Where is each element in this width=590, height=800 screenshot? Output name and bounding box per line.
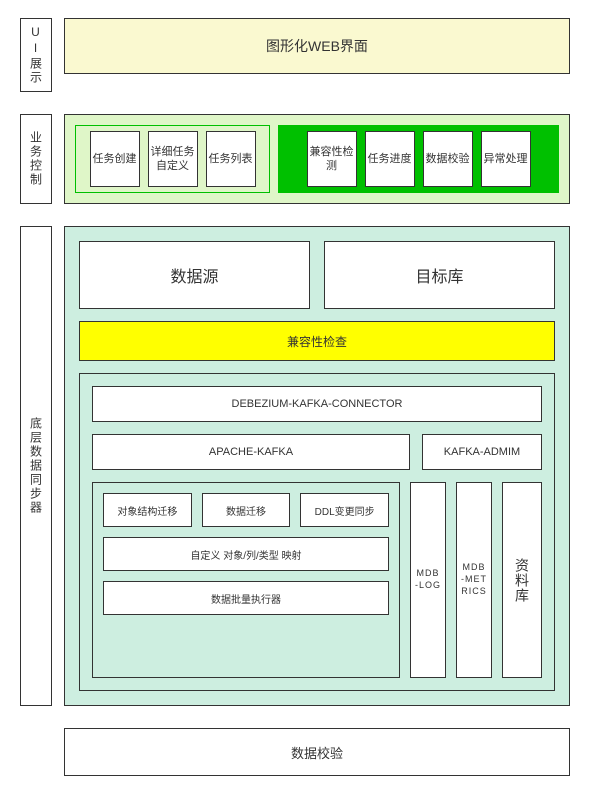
biz-box: 任务列表	[206, 131, 256, 187]
datastore-box: 资料库	[502, 482, 542, 678]
layer-biz: 业务控制 任务创建 详细任务自定义 任务列表 兼容性检测 任务进度 数据校验 异…	[20, 114, 570, 204]
connector-row: DEBEZIUM-KAFKA-CONNECTOR	[92, 386, 542, 422]
layer-verify-body: 数据校验	[64, 728, 570, 776]
nested-group: 对象结构迁移 数据迁移 DDL变更同步 自定义 对象/列/类型 映射 数据批量执…	[92, 482, 400, 678]
mdb-metrics-box: MDB-METRICS	[456, 482, 492, 678]
layer-ui-sidebar: UI展示	[20, 18, 52, 92]
nested-box: 数据迁移	[202, 493, 291, 527]
source-box: 数据源	[79, 241, 310, 309]
biz-box: 异常处理	[481, 131, 531, 187]
biz-box: 任务创建	[90, 131, 140, 187]
kafka-admin-box: KAFKA-ADMIM	[422, 434, 542, 470]
biz-group-left: 任务创建 详细任务自定义 任务列表	[75, 125, 270, 193]
biz-box: 兼容性检测	[307, 131, 357, 187]
layer-sync-sidebar: 底层数据同步器	[20, 226, 52, 706]
connector-box: DEBEZIUM-KAFKA-CONNECTOR	[92, 386, 542, 422]
compat-check-box: 兼容性检查	[79, 321, 555, 361]
engine-bottom-row: 对象结构迁移 数据迁移 DDL变更同步 自定义 对象/列/类型 映射 数据批量执…	[92, 482, 542, 678]
target-box: 目标库	[324, 241, 555, 309]
kafka-row: APACHE-KAFKA KAFKA-ADMIM	[92, 434, 542, 470]
nested-box: 对象结构迁移	[103, 493, 192, 527]
biz-box: 详细任务自定义	[148, 131, 198, 187]
sync-top-pair: 数据源 目标库	[79, 241, 555, 309]
biz-box: 数据校验	[423, 131, 473, 187]
engine-box: DEBEZIUM-KAFKA-CONNECTOR APACHE-KAFKA KA…	[79, 373, 555, 691]
layer-ui-body: 图形化WEB界面	[64, 18, 570, 74]
layer-biz-sidebar: 业务控制	[20, 114, 52, 204]
layer-verify: 数据校验	[20, 728, 570, 776]
nested-box: DDL变更同步	[300, 493, 389, 527]
nested-bot-box: 数据批量执行器	[103, 581, 389, 615]
biz-group-right: 兼容性检测 任务进度 数据校验 异常处理	[278, 125, 559, 193]
nested-top-row: 对象结构迁移 数据迁移 DDL变更同步	[103, 493, 389, 527]
layer-ui: UI展示 图形化WEB界面	[20, 18, 570, 92]
kafka-box: APACHE-KAFKA	[92, 434, 410, 470]
biz-box: 任务进度	[365, 131, 415, 187]
nested-mid-box: 自定义 对象/列/类型 映射	[103, 537, 389, 571]
layer-sync-body: 数据源 目标库 兼容性检查 DEBEZIUM-KAFKA-CONNECTOR A…	[64, 226, 570, 706]
mdb-log-box: MDB-LOG	[410, 482, 446, 678]
layer-sync: 底层数据同步器 数据源 目标库 兼容性检查 DEBEZIUM-KAFKA-CON…	[20, 226, 570, 706]
layer-biz-body: 任务创建 详细任务自定义 任务列表 兼容性检测 任务进度 数据校验 异常处理	[64, 114, 570, 204]
